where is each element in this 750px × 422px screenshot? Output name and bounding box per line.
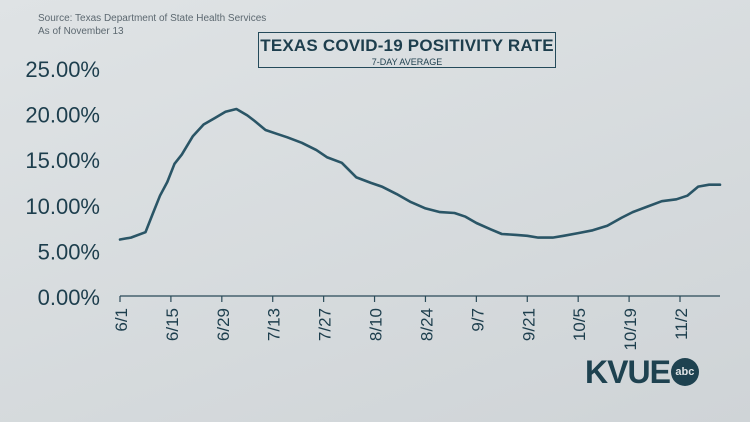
chart-subtitle: 7-DAY AVERAGE xyxy=(371,57,443,67)
chart-title-box: TEXAS COVID-19 POSITIVITY RATE 7-DAY AVE… xyxy=(258,32,556,68)
x-tick-label: 6/29 xyxy=(214,308,233,341)
positivity-series-line xyxy=(118,107,722,241)
y-tick-label: 5.00% xyxy=(38,239,100,264)
x-tick-label: 7/13 xyxy=(265,308,284,341)
x-tick-label: 8/24 xyxy=(417,308,436,341)
chart-title: TEXAS COVID-19 POSITIVITY RATE xyxy=(260,36,554,55)
x-tick-label: 6/1 xyxy=(112,308,131,332)
abc-badge: abc xyxy=(670,358,699,386)
x-tick-label: 9/21 xyxy=(519,308,538,341)
kvue-abc-logo: KVUE abc xyxy=(585,356,699,388)
y-tick-label: 0.00% xyxy=(38,285,100,310)
source-note: Source: Texas Department of State Health… xyxy=(38,12,266,38)
x-tick-label: 10/5 xyxy=(570,308,589,341)
source-line: Source: Texas Department of State Health… xyxy=(38,13,267,24)
x-tick-label: 6/15 xyxy=(163,308,182,341)
y-tick-label: 10.00% xyxy=(25,194,100,219)
as-of-line: As of November 13 xyxy=(38,26,124,37)
y-tick-label: 25.00% xyxy=(25,57,100,82)
x-tick-label: 9/7 xyxy=(468,308,487,332)
y-tick-label: 15.00% xyxy=(25,148,100,173)
y-tick-label: 20.00% xyxy=(25,103,100,128)
x-tick-label: 11/2 xyxy=(672,308,691,340)
x-tick-label: 7/27 xyxy=(316,308,335,341)
kvue-logo-text: KVUE xyxy=(585,354,671,390)
x-tick-label: 10/19 xyxy=(621,308,640,351)
x-tick-label: 8/10 xyxy=(367,308,386,341)
